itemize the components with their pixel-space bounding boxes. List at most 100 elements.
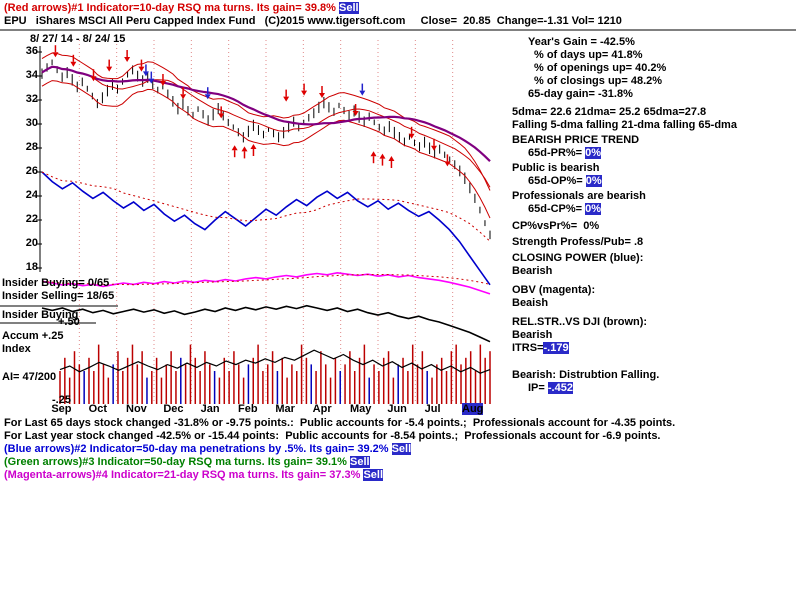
- ma65-line: [41, 65, 491, 162]
- sell-signal-value: Sell: [391, 443, 412, 455]
- red-down-arrow-icon: [283, 89, 290, 102]
- arrow-head: [241, 146, 248, 152]
- arrow-head: [370, 151, 377, 157]
- footer-line-4: (Magenta-arrows)#4 Indicator=21-day RSQ …: [4, 469, 384, 481]
- arrow-head: [231, 145, 238, 151]
- arrow-head: [90, 76, 97, 82]
- month-label-dec: Dec: [163, 403, 184, 415]
- y-axis-label-26: 26: [25, 165, 38, 177]
- arrow-head: [70, 61, 77, 67]
- page-title: EPU iShares MSCI All Peru Capped Index F…: [4, 15, 622, 27]
- panel-text: % of days up= 41.8%: [534, 49, 643, 61]
- panel-line-17: OBV (magenta):: [512, 284, 595, 296]
- red-down-arrow-icon: [138, 59, 145, 72]
- highlighted-value: -.452: [547, 382, 573, 394]
- footer-text: (Green arrows)#3 Indicator=50-day RSQ ma…: [4, 456, 351, 468]
- accum-upper-scale-label: +.50: [58, 316, 80, 328]
- arrow-head: [138, 66, 145, 72]
- indicator-1-line: (Red arrows)#1 Indicator=10-day RSQ ma t…: [4, 2, 359, 14]
- panel-text: CP%vsPr%= 0%: [512, 220, 600, 232]
- panel-text: % of closings up= 48.2%: [534, 75, 663, 87]
- accum-lower-scale-label: -.25: [52, 394, 71, 406]
- arrow-head: [142, 71, 149, 77]
- arrow-head: [301, 90, 308, 96]
- footer-line-2: (Blue arrows)#2 Indicator=50-day ma pene…: [4, 443, 412, 455]
- arrow-head: [379, 153, 386, 159]
- footer-text: For Last 65 days stock changed -31.8% or…: [4, 417, 676, 429]
- panel-text: Bearish: [512, 329, 553, 341]
- month-label-mar: Mar: [275, 403, 295, 415]
- red-up-arrow-icon: [388, 156, 395, 168]
- sell-signal-value: Sell: [363, 469, 384, 481]
- rel-str-line: [41, 304, 491, 343]
- blue-down-arrow-icon: [142, 64, 149, 77]
- highlighted-value: 0%: [585, 175, 602, 187]
- month-label-feb: Feb: [238, 403, 258, 415]
- panel-line-22: Bearish: Distrubtion Falling.: [512, 369, 659, 381]
- red-down-arrow-icon: [180, 87, 187, 100]
- red-down-arrow-icon: [301, 83, 308, 96]
- footer-line-0: For Last 65 days stock changed -31.8% or…: [4, 417, 675, 429]
- panel-text: 5dma= 22.6 21dma= 25.2 65dma=27.8: [512, 106, 707, 118]
- panel-text: Falling 5-dma falling 21-dma falling 65-…: [512, 119, 737, 131]
- panel-text: Year's Gain = -42.5%: [528, 36, 635, 48]
- panel-text: OBV (magenta):: [512, 284, 596, 296]
- month-label-jan: Jan: [200, 403, 220, 415]
- panel-line-23: IP= -.452: [528, 382, 573, 394]
- indicator-1-text: (Red arrows)#1 Indicator=10-day RSQ ma t…: [4, 2, 340, 14]
- arrow-head: [283, 96, 290, 102]
- y-axis-label-28: 28: [25, 141, 38, 153]
- panel-text: REL.STR..VS DJI (brown):: [512, 316, 648, 328]
- arrow-head: [388, 156, 395, 161]
- y-axis-label-32: 32: [25, 93, 38, 105]
- footer-line-3: (Green arrows)#3 Indicator=50-day RSQ ma…: [4, 456, 370, 468]
- ai-value-label: AI= 47/200: [2, 371, 57, 383]
- arrow-head: [408, 133, 415, 139]
- footer-text: For Last year stock changed -42.5% or -1…: [4, 430, 661, 442]
- y-axis-label-24: 24: [25, 189, 38, 201]
- arrow-head: [444, 161, 451, 167]
- red-up-arrow-icon: [241, 146, 248, 159]
- lower-band: [41, 80, 491, 219]
- highlighted-value: 0%: [585, 203, 602, 215]
- month-label-may: May: [350, 403, 372, 415]
- arrow-head: [319, 93, 325, 98]
- red-down-arrow-icon: [319, 86, 325, 98]
- panel-text: Bearish: [512, 265, 553, 277]
- arrow-head: [148, 78, 155, 84]
- arrow-head: [352, 111, 359, 116]
- blue-down-arrow-icon: [359, 83, 366, 96]
- closing-power-line: [41, 171, 491, 286]
- insider-buying-label: Insider Buying= 0/65: [2, 277, 110, 289]
- y-axis-label-22: 22: [25, 213, 38, 225]
- sell-signal-value: Sell: [350, 456, 370, 468]
- highlighted-value: -.179: [543, 342, 569, 354]
- panel-line-18: Beaish: [512, 297, 548, 309]
- ai-line: [59, 349, 491, 374]
- ma21-line: [41, 66, 491, 188]
- insider-buying-section-label: Insider Buying: [2, 309, 79, 321]
- panel-line-19: REL.STR..VS DJI (brown):: [512, 316, 647, 328]
- red-down-arrow-icon: [218, 106, 225, 119]
- red-up-arrow-icon: [250, 144, 257, 156]
- insider-selling-label: Insider Selling= 18/65: [2, 290, 115, 302]
- panel-line-9: Public is bearish: [512, 162, 599, 174]
- panel-text: 65d-PR%=: [528, 147, 586, 159]
- blue-down-arrow-icon: [148, 71, 155, 84]
- panel-text: 65d-CP%=: [528, 203, 586, 215]
- panel-text: ITRS=: [512, 342, 544, 354]
- month-label-oct: Oct: [88, 403, 107, 415]
- red-down-arrow-icon: [106, 59, 113, 72]
- panel-text: 65-day gain= -31.8%: [528, 88, 633, 100]
- arrow-head: [52, 52, 59, 58]
- footer-text: (Blue arrows)#2 Indicator=50-day ma pene…: [4, 443, 392, 455]
- panel-text: % of openings up= 40.2%: [534, 62, 667, 74]
- panel-line-0: Year's Gain = -42.5%: [528, 36, 635, 48]
- y-axis-label-34: 34: [25, 69, 38, 81]
- panel-line-11: Professionals are bearish: [512, 190, 646, 202]
- blue-down-arrow-icon: [204, 87, 211, 100]
- red-down-arrow-icon: [90, 69, 97, 82]
- y-axis-label-36: 36: [25, 45, 38, 57]
- month-label-nov: Nov: [126, 403, 147, 415]
